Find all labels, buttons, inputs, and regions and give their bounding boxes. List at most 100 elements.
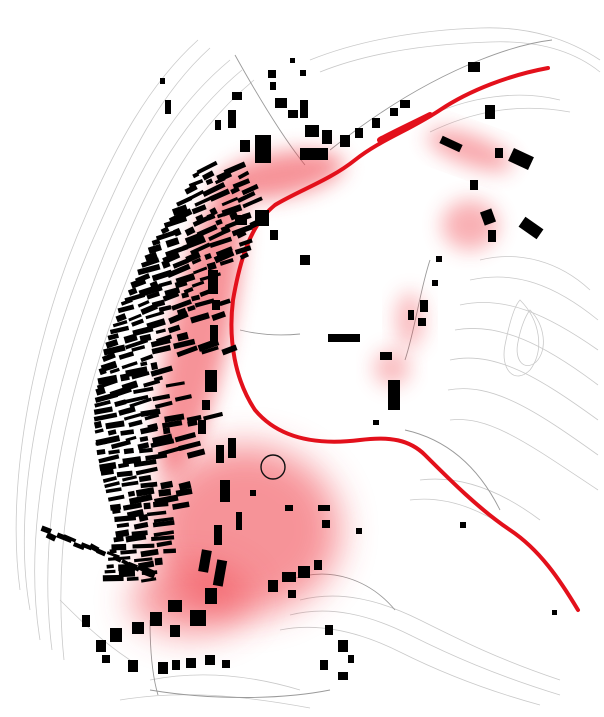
building xyxy=(131,371,150,380)
building xyxy=(140,354,154,363)
building xyxy=(151,344,171,355)
building xyxy=(318,505,330,511)
building xyxy=(109,549,117,554)
building xyxy=(250,490,256,496)
building xyxy=(158,488,172,497)
building xyxy=(105,487,122,494)
building xyxy=(110,628,122,642)
building xyxy=(63,534,77,543)
building xyxy=(268,580,278,592)
building xyxy=(126,576,139,582)
building xyxy=(129,397,152,408)
building xyxy=(161,419,183,429)
building xyxy=(96,378,118,390)
building xyxy=(192,171,200,179)
building xyxy=(137,442,150,450)
building xyxy=(128,660,138,672)
building xyxy=(96,548,107,557)
building xyxy=(192,266,208,275)
building xyxy=(212,559,228,587)
building xyxy=(140,481,158,489)
building xyxy=(230,186,240,195)
building xyxy=(104,569,116,574)
building xyxy=(268,70,276,78)
building xyxy=(106,564,114,569)
building xyxy=(150,337,171,348)
building xyxy=(154,400,173,409)
building xyxy=(470,180,478,190)
building xyxy=(117,304,135,314)
building xyxy=(203,411,224,421)
building xyxy=(194,194,217,207)
building xyxy=(255,210,269,226)
building xyxy=(146,291,161,300)
building xyxy=(348,655,354,663)
building xyxy=(128,419,143,428)
building xyxy=(288,590,296,598)
building xyxy=(120,549,137,555)
building xyxy=(216,212,226,219)
building xyxy=(185,251,201,263)
building xyxy=(140,303,159,316)
building xyxy=(102,655,110,663)
building xyxy=(242,196,263,209)
buildings xyxy=(40,58,557,680)
building xyxy=(388,380,400,410)
building xyxy=(97,374,118,385)
building xyxy=(320,660,328,670)
building xyxy=(205,370,217,392)
primary-road xyxy=(229,66,580,612)
building xyxy=(40,525,52,535)
building xyxy=(198,420,206,434)
building xyxy=(325,625,333,635)
building xyxy=(237,170,250,180)
building xyxy=(144,251,158,262)
building xyxy=(118,351,135,360)
building xyxy=(222,660,230,668)
building xyxy=(127,287,138,296)
building xyxy=(118,406,136,416)
building xyxy=(186,448,206,459)
building xyxy=(176,196,193,207)
building xyxy=(178,481,192,491)
building xyxy=(152,393,171,402)
building xyxy=(172,660,180,670)
building xyxy=(216,445,224,463)
building xyxy=(151,433,173,444)
building xyxy=(158,304,172,313)
building xyxy=(190,294,201,302)
building xyxy=(191,280,205,288)
building xyxy=(300,148,328,160)
building xyxy=(137,300,150,308)
building xyxy=(215,246,233,257)
building xyxy=(314,560,322,570)
building xyxy=(107,429,117,436)
building xyxy=(72,542,85,551)
building xyxy=(98,367,107,376)
building xyxy=(209,236,233,249)
building xyxy=(380,352,392,360)
building xyxy=(282,572,296,582)
building xyxy=(107,494,125,502)
building xyxy=(205,588,217,604)
building xyxy=(236,512,242,530)
building xyxy=(178,440,202,452)
building xyxy=(151,238,161,246)
building xyxy=(215,120,221,130)
building xyxy=(518,216,544,240)
building xyxy=(439,135,463,153)
building xyxy=(121,480,139,487)
building xyxy=(228,438,236,458)
building xyxy=(322,130,332,144)
building xyxy=(164,286,181,297)
building xyxy=(138,283,163,298)
building xyxy=(235,215,247,225)
building xyxy=(125,366,148,378)
building xyxy=(165,381,185,388)
building xyxy=(390,108,398,116)
building xyxy=(112,554,123,563)
building xyxy=(93,420,103,429)
building xyxy=(221,204,243,217)
building xyxy=(198,549,212,573)
building xyxy=(114,399,127,408)
